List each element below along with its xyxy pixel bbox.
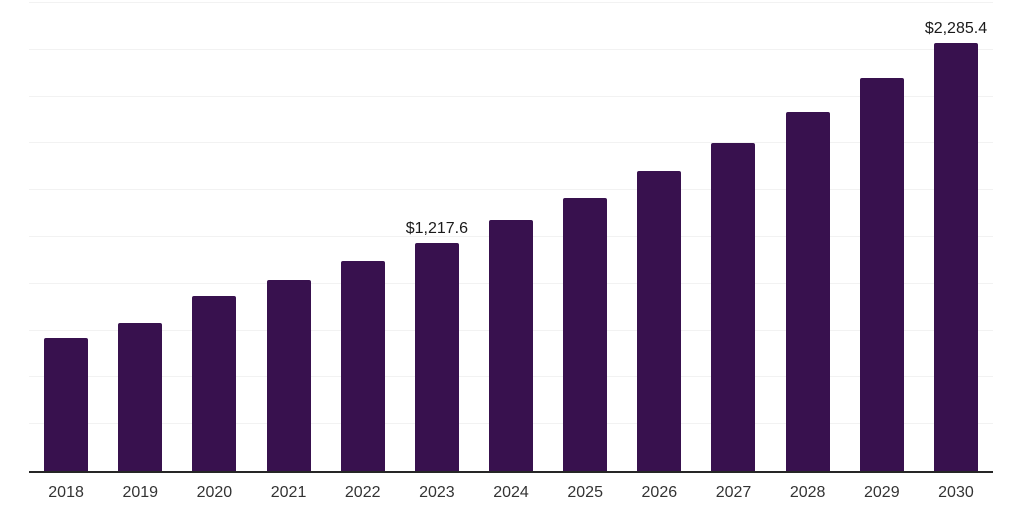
- data-label-2030: $2,285.4: [924, 20, 988, 38]
- x-tick-label-2023: 2023: [419, 484, 455, 501]
- data-label-2023: $1,217.6: [405, 220, 468, 238]
- bar-2028: [785, 111, 830, 471]
- gridline: [29, 2, 993, 3]
- bar-slot-2025: [548, 3, 622, 471]
- x-tick-label-2020: 2020: [196, 484, 233, 501]
- bar-slot-2022: [326, 3, 400, 471]
- bar-2025: [563, 197, 608, 471]
- gridline: [29, 142, 993, 144]
- gridline: [29, 48, 993, 50]
- bar-2019: [118, 323, 163, 471]
- bar-2026: [637, 170, 682, 471]
- x-tick-label-2026: 2026: [641, 484, 678, 501]
- bar-slot-2029: [845, 3, 919, 471]
- x-tick-label-2027: 2027: [715, 484, 752, 501]
- bars-container: $1,217.6 $2,285.4: [29, 3, 993, 471]
- x-axis-labels: 2018 2019 2020 2021 2022 2023 2024 2025 2026 2027…: [29, 483, 993, 503]
- bar-slot-2027: [696, 3, 770, 471]
- x-tick-label-2021: 2021: [270, 484, 307, 501]
- plot-area: $1,217.6 $2,285.4: [29, 2, 993, 473]
- x-tick-label-2024: 2024: [493, 484, 529, 501]
- bar-slot-2024: [474, 3, 548, 471]
- x-tick-label-2025: 2025: [567, 484, 603, 501]
- x-tick-label-2029: 2029: [864, 484, 900, 501]
- bar-slot-2021: [251, 3, 325, 471]
- bar-2020: [192, 295, 237, 471]
- bar-2029: [859, 78, 904, 471]
- bar-2023: [414, 243, 459, 471]
- bar-2021: [266, 279, 311, 471]
- gridline: [29, 189, 993, 191]
- bar-2022: [340, 261, 385, 471]
- x-tick-label-2022: 2022: [344, 484, 381, 501]
- bar-slot-2020: [177, 3, 251, 471]
- x-tick-label-2030: 2030: [938, 484, 974, 501]
- bar-2030: [933, 43, 978, 471]
- bar-2024: [489, 220, 534, 471]
- gridline: [29, 95, 993, 97]
- x-tick-label-2028: 2028: [789, 484, 826, 501]
- bar-slot-2023: $1,217.6: [400, 3, 474, 471]
- bar-2027: [711, 142, 756, 471]
- bar-slot-2028: [771, 3, 845, 471]
- bar-slot-2030: $2,285.4: [919, 3, 993, 471]
- bar-2018: [44, 337, 89, 471]
- x-tick-label-2018: 2018: [48, 484, 84, 501]
- bar-slot-2019: [103, 3, 177, 471]
- bar-slot-2026: [622, 3, 696, 471]
- x-tick-label-2019: 2019: [122, 484, 159, 501]
- bar-slot-2018: [29, 3, 103, 471]
